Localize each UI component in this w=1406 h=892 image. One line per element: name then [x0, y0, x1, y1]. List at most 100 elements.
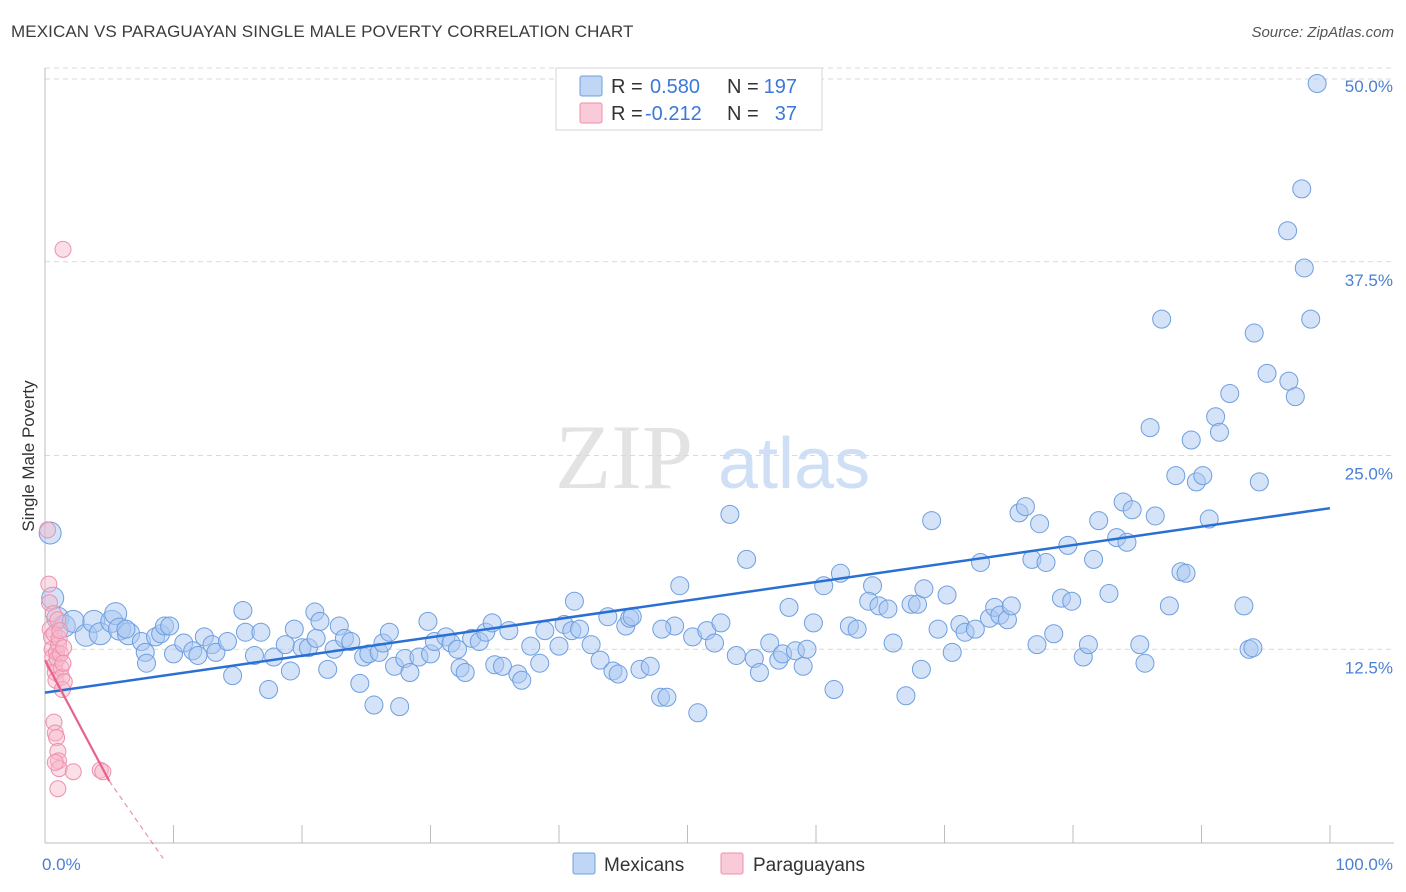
- mexicans-point: [652, 619, 672, 639]
- mexicans-point: [549, 636, 569, 656]
- mexicans-point: [1292, 179, 1312, 199]
- mexicans-points: [38, 74, 1327, 723]
- paraguayans-point: [40, 575, 58, 593]
- mexicans-point: [1036, 552, 1056, 572]
- mexicans-point: [581, 635, 601, 655]
- legend-swatch-paraguayans: [720, 852, 744, 875]
- x-tick-labels: 0.0% 100.0%: [42, 855, 1393, 874]
- mexicans-point: [608, 664, 628, 684]
- paraguayans-trend-extension: [108, 780, 164, 859]
- stats-n-label-paraguayans: N =: [727, 103, 759, 125]
- paraguayans-point: [40, 594, 58, 612]
- paraguayans-point: [49, 743, 67, 761]
- mexicans-point: [1181, 430, 1201, 450]
- mexicans-point: [720, 504, 740, 524]
- mexicans-point: [455, 663, 475, 682]
- mexicans-point: [922, 511, 942, 531]
- paraguayans-point: [51, 622, 69, 640]
- mexicans-point: [251, 622, 271, 642]
- mexicans-point: [657, 687, 677, 707]
- mexicans-point: [760, 633, 780, 653]
- paraguayans-point: [64, 763, 82, 781]
- mexicans-point: [914, 579, 934, 599]
- mexicans-point: [1159, 596, 1179, 616]
- mexicans-point: [116, 619, 136, 639]
- mexicans-point: [1078, 635, 1098, 655]
- mexicans-point: [244, 645, 264, 665]
- mexicans-point: [1243, 638, 1263, 658]
- mexicans-point: [749, 663, 769, 682]
- mexicans-point: [564, 591, 584, 611]
- mexicans-point: [188, 645, 208, 665]
- mexicans-point: [1285, 387, 1305, 407]
- x-tick-label-1: 100.0%: [1335, 855, 1393, 874]
- mexicans-point: [590, 650, 610, 670]
- mexicans-point: [1099, 583, 1119, 603]
- mexicans-point: [1027, 635, 1047, 655]
- mexicans-point: [1015, 497, 1035, 517]
- paraguayans-point: [46, 753, 64, 771]
- mexicans-point: [447, 639, 467, 659]
- paraguayans-point: [54, 654, 72, 672]
- mexicans-point: [1199, 509, 1219, 529]
- mexicans-point: [1193, 466, 1213, 486]
- mexicans-point: [1206, 407, 1226, 427]
- y-tick-label-1: 25.0%: [1345, 465, 1393, 484]
- stats-r-value-paraguayans: -0.212: [645, 103, 702, 125]
- trend-lines: [44, 506, 1331, 859]
- watermark-atlas: atlas: [718, 424, 870, 504]
- mexicans-point: [965, 619, 985, 639]
- y-tick-labels: 12.5% 25.0% 37.5% 50.0%: [1345, 77, 1393, 677]
- mexicans-point: [379, 622, 399, 642]
- mexicans-point: [1294, 258, 1314, 278]
- mexicans-point: [797, 639, 817, 659]
- mexicans-point: [793, 656, 813, 676]
- paraguayans-point: [49, 780, 67, 798]
- source-label: Source: ZipAtlas.com: [1251, 24, 1394, 41]
- mexicans-point: [310, 611, 330, 631]
- legend-swatch-mexicans: [572, 852, 596, 875]
- mexicans-point: [863, 576, 883, 596]
- mexicans-point: [1122, 500, 1142, 520]
- paraguayans-point: [54, 240, 72, 258]
- mexicans-point: [883, 633, 903, 653]
- mexicans-point: [803, 613, 823, 633]
- mexicans-point: [711, 613, 731, 633]
- stats-n-value-mexicans: 197: [764, 76, 797, 98]
- mexicans-point: [492, 656, 512, 676]
- mexicans-point: [530, 653, 550, 673]
- legend-label-paraguayans: Paraguayans: [753, 855, 865, 876]
- mexicans-point: [737, 549, 757, 569]
- paraguayans-point: [55, 639, 73, 657]
- y-axis-label: Single Male Poverty: [19, 380, 38, 532]
- mexicans-point: [390, 697, 410, 717]
- mexicans-point: [535, 621, 555, 641]
- legend-label-mexicans: Mexicans: [604, 855, 684, 876]
- stats-swatch-mexicans: [579, 75, 603, 97]
- paraguayans-point: [48, 729, 66, 747]
- mexicans-point: [928, 619, 948, 639]
- stats-n-value-paraguayans: 37: [775, 103, 797, 125]
- paraguayans-points: [39, 240, 112, 798]
- paraguayans-point: [48, 650, 66, 668]
- mexicans-point: [970, 552, 990, 572]
- mexicans-point: [223, 666, 243, 686]
- paraguayans-trend-line: [44, 659, 111, 782]
- mexicans-point: [688, 703, 708, 723]
- mexicans-point: [1145, 506, 1165, 526]
- mexicans-point: [911, 659, 931, 679]
- mexicans-point: [570, 619, 590, 639]
- mexicans-point: [1084, 549, 1104, 569]
- mexicans-point: [1140, 418, 1160, 438]
- mexicans-point: [704, 633, 724, 653]
- mexicans-point: [1220, 384, 1240, 403]
- mexicans-point: [137, 653, 157, 673]
- mexicans-point: [1307, 74, 1327, 93]
- mexicans-point: [350, 673, 370, 693]
- mexicans-point: [942, 642, 962, 662]
- gridlines: [45, 67, 1394, 650]
- axes: [44, 68, 1394, 844]
- mexicans-point: [1030, 514, 1050, 534]
- mexicans-point: [233, 601, 253, 620]
